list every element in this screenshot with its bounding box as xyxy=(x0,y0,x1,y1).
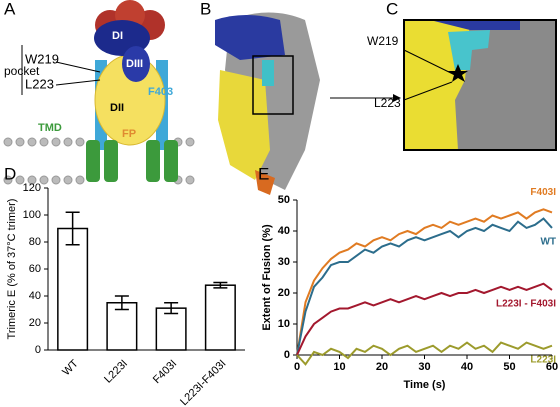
diagram-c: C W219 L223 xyxy=(367,0,557,151)
surface-domain xyxy=(430,20,520,30)
y-axis-label: Trimeric E (% of 37°C trimer) xyxy=(6,199,18,340)
y-tick-label: 20 xyxy=(29,317,41,329)
error-bar xyxy=(213,281,228,289)
fp-label: FP xyxy=(122,128,136,140)
y-axis-label: Extent of Fusion (%) xyxy=(261,224,273,331)
panel-label: E xyxy=(258,164,269,183)
series-label: L223I - F403I xyxy=(496,299,556,310)
series-label: L223I xyxy=(530,354,556,365)
residue-label: W219 xyxy=(367,34,399,48)
x-tick-label: 40 xyxy=(461,361,473,373)
domain-label: DI xyxy=(112,30,123,42)
protein-domain xyxy=(218,70,270,180)
domain-label: DII xyxy=(110,102,124,114)
tmd-helix xyxy=(146,140,160,182)
series-label: WT xyxy=(540,237,556,248)
star xyxy=(448,64,468,82)
residue-label: F403 xyxy=(148,86,173,98)
y-tick-label: 40 xyxy=(29,290,41,302)
tmd-helix xyxy=(164,140,178,182)
y-tick-label: 100 xyxy=(23,209,41,221)
line xyxy=(296,217,553,356)
y-tick-label: 120 xyxy=(23,182,41,194)
zoom-box xyxy=(252,55,294,115)
x-tick-label: L223I-F403I xyxy=(178,358,228,407)
x-tick-label: 30 xyxy=(418,361,430,373)
x-axis-label: Time (s) xyxy=(404,379,446,391)
surface-domain xyxy=(448,30,490,70)
line xyxy=(296,282,553,356)
panel-label: A xyxy=(4,0,16,18)
pointer xyxy=(403,49,456,76)
diagram-a: A DI DIII DII W219 L223 pocket F403 TMD … xyxy=(3,0,195,185)
y-tick-label: 30 xyxy=(278,256,290,268)
y-tick-label: 60 xyxy=(29,263,41,275)
x-tick-label: WT xyxy=(60,357,81,378)
line xyxy=(296,208,553,356)
bar xyxy=(106,302,138,351)
tmd-helix xyxy=(104,140,118,182)
x-tick-label: 0 xyxy=(294,361,300,373)
diagram-b: B xyxy=(200,0,401,195)
y-tick-label: 40 xyxy=(278,225,290,237)
panel-label: C xyxy=(386,0,398,18)
residue-label: W219 xyxy=(25,51,59,66)
series-label: F403I xyxy=(530,187,556,198)
pointer xyxy=(403,81,453,101)
domain-label: DIII xyxy=(126,58,143,70)
tmd-label: TMD xyxy=(38,122,62,134)
y-tick-label: 0 xyxy=(284,349,290,361)
zoom-frame xyxy=(403,19,557,151)
tmd-helix xyxy=(86,140,100,182)
line xyxy=(296,341,553,366)
x-tick-label: 20 xyxy=(376,361,388,373)
error-bar xyxy=(65,211,80,246)
x-tick-label: F403I xyxy=(151,358,179,386)
panel-label: D xyxy=(4,164,16,183)
arrow-head xyxy=(393,94,401,102)
error-bar xyxy=(164,302,179,315)
y-tick-label: 0 xyxy=(35,344,41,356)
x-tick-label: 60 xyxy=(546,361,558,373)
x-tick-label: 10 xyxy=(333,361,345,373)
error-bar xyxy=(114,295,129,311)
y-tick-label: 80 xyxy=(29,236,41,248)
panel-label: B xyxy=(200,0,211,18)
protein-domain xyxy=(215,15,285,60)
residue-label: L223 xyxy=(374,96,401,110)
pocket-label: pocket xyxy=(4,64,40,78)
pointer xyxy=(55,79,101,86)
x-tick-label: 50 xyxy=(503,361,515,373)
pointer xyxy=(55,61,101,73)
bar xyxy=(155,307,187,351)
y-tick-label: 10 xyxy=(278,318,290,330)
y-tick-label: 50 xyxy=(278,194,290,206)
domain-3 xyxy=(122,46,150,82)
bar xyxy=(57,227,89,351)
protein-domain xyxy=(262,60,274,86)
protein-domain xyxy=(255,170,275,195)
y-tick-label: 20 xyxy=(278,287,290,299)
x-tick-label: L223I xyxy=(102,358,130,386)
bar xyxy=(204,284,236,351)
residue-label: L223 xyxy=(25,76,54,91)
